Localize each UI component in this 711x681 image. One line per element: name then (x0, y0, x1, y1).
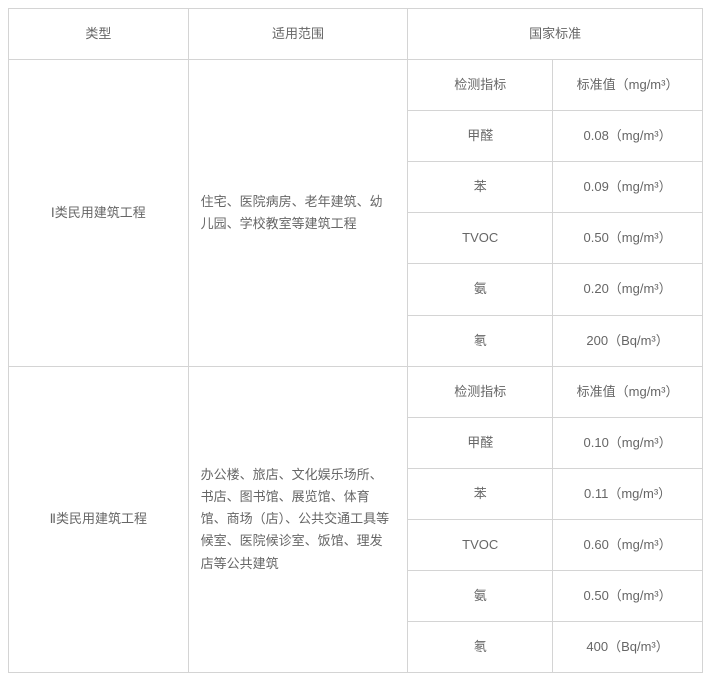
cell-indicator: 氨 (408, 264, 553, 315)
cell-value: 0.60（mg/m³） (553, 519, 703, 570)
category-scope-text: 住宅、医院病房、老年建筑、幼儿园、学校教室等建筑工程 (188, 60, 408, 367)
category-type-label: Ⅰ类民用建筑工程 (9, 60, 189, 367)
cell-value: 0.50（mg/m³） (553, 213, 703, 264)
cell-value: 0.50（mg/m³） (553, 571, 703, 622)
cell-value: 0.09（mg/m³） (553, 162, 703, 213)
cell-indicator: TVOC (408, 213, 553, 264)
cell-value: 0.20（mg/m³） (553, 264, 703, 315)
standards-table: 类型 适用范围 国家标准 Ⅰ类民用建筑工程 住宅、医院病房、老年建筑、幼儿园、学… (8, 8, 703, 673)
cell-value: 200（Bq/m³） (553, 315, 703, 366)
cell-value: 0.11（mg/m³） (553, 468, 703, 519)
category-scope-text: 办公楼、旅店、文化娱乐场所、书店、图书馆、展览馆、体育馆、商场（店）、公共交通工… (188, 366, 408, 673)
table-row: Ⅰ类民用建筑工程 住宅、医院病房、老年建筑、幼儿园、学校教室等建筑工程 检测指标… (9, 60, 703, 111)
cell-indicator: 甲醛 (408, 111, 553, 162)
cell-indicator: 甲醛 (408, 417, 553, 468)
header-standard: 国家标准 (408, 9, 703, 60)
cell-indicator: TVOC (408, 519, 553, 570)
cell-indicator: 氡 (408, 622, 553, 673)
category-type-label: Ⅱ类民用建筑工程 (9, 366, 189, 673)
subheader-value: 标准值（mg/m³） (553, 60, 703, 111)
cell-indicator: 氨 (408, 571, 553, 622)
table-header-row: 类型 适用范围 国家标准 (9, 9, 703, 60)
cell-value: 400（Bq/m³） (553, 622, 703, 673)
cell-value: 0.08（mg/m³） (553, 111, 703, 162)
header-type: 类型 (9, 9, 189, 60)
header-scope: 适用范围 (188, 9, 408, 60)
cell-indicator: 苯 (408, 162, 553, 213)
subheader-value: 标准值（mg/m³） (553, 366, 703, 417)
subheader-indicator: 检测指标 (408, 366, 553, 417)
subheader-indicator: 检测指标 (408, 60, 553, 111)
cell-indicator: 氡 (408, 315, 553, 366)
cell-value: 0.10（mg/m³） (553, 417, 703, 468)
cell-indicator: 苯 (408, 468, 553, 519)
table-row: Ⅱ类民用建筑工程 办公楼、旅店、文化娱乐场所、书店、图书馆、展览馆、体育馆、商场… (9, 366, 703, 417)
